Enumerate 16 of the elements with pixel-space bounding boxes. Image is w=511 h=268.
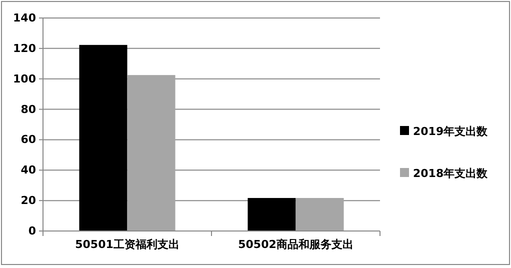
y-tick-label: 0	[28, 224, 36, 238]
y-tick-label: 40	[20, 164, 36, 177]
y-tick-label: 120	[13, 42, 36, 55]
y-tick-label: 100	[13, 72, 36, 86]
y-tick-label: 60	[20, 133, 36, 146]
x-tick-label: 50502商品和服务支出	[238, 238, 354, 251]
y-tick-label: 20	[20, 194, 36, 208]
y-tick-label: 80	[20, 102, 36, 116]
bar	[248, 198, 296, 231]
bar	[127, 75, 176, 231]
bar	[296, 198, 344, 231]
legend-label: 2018年支出数	[413, 167, 489, 180]
x-tick-label: 50501工资福利支出	[75, 238, 180, 251]
legend-label: 2019年支出数	[413, 125, 489, 138]
y-tick-label: 140	[13, 12, 36, 25]
bar	[79, 44, 128, 231]
